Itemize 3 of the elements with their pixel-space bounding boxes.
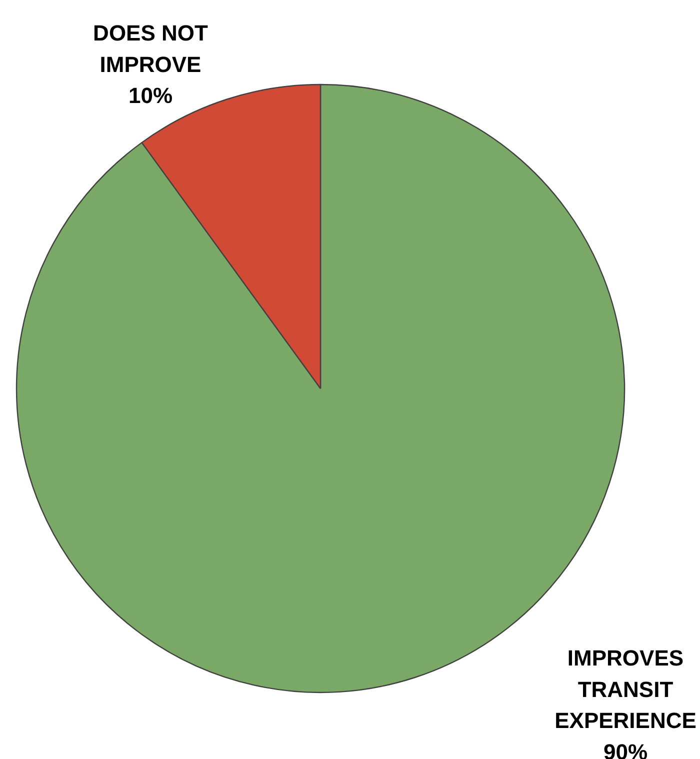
slice-label: IMPROVES TRANSIT EXPERIENCE: [554, 646, 696, 733]
data-label: 10%: [128, 83, 173, 108]
slice-label: DOES NOT IMPROVE: [93, 20, 209, 77]
